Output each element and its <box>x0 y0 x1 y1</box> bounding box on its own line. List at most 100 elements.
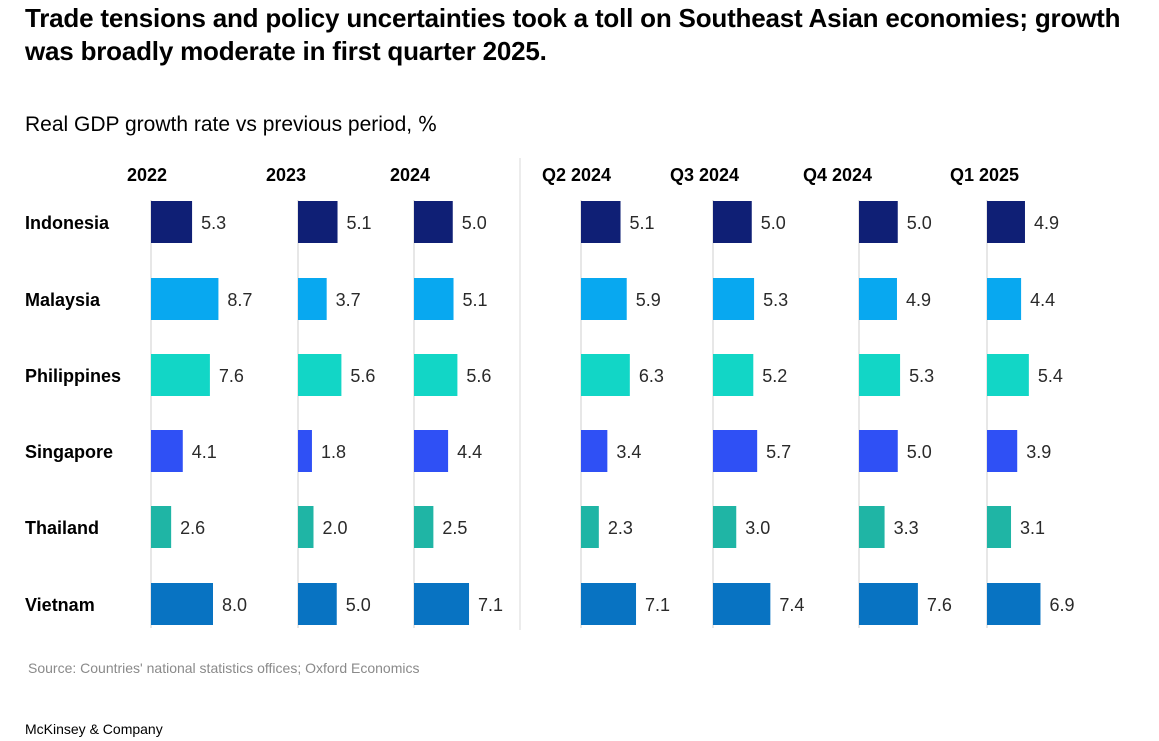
bar-2024-singapore <box>414 430 449 472</box>
value-label-q4-2024-philippines: 5.3 <box>909 366 934 386</box>
value-label-q3-2024-malaysia: 5.3 <box>763 290 788 310</box>
source-note: Source: Countries' national statistics o… <box>28 660 420 676</box>
value-label-2023-singapore: 1.8 <box>321 442 346 462</box>
country-label-philippines: Philippines <box>25 366 121 386</box>
value-label-q4-2024-singapore: 5.0 <box>907 442 932 462</box>
value-label-q2-2024-malaysia: 5.9 <box>636 290 661 310</box>
value-label-2024-vietnam: 7.1 <box>478 595 503 615</box>
bar-2024-malaysia <box>414 278 454 320</box>
value-label-q1-2025-malaysia: 4.4 <box>1030 290 1055 310</box>
bar-q2-2024-indonesia <box>581 201 621 243</box>
value-label-2024-philippines: 5.6 <box>466 366 491 386</box>
value-label-q3-2024-indonesia: 5.0 <box>761 213 786 233</box>
subtitle-unit: % <box>417 112 437 136</box>
bar-2023-philippines <box>298 354 342 396</box>
value-label-q2-2024-vietnam: 7.1 <box>645 595 670 615</box>
value-label-2022-thailand: 2.6 <box>180 518 205 538</box>
gdp-growth-chart: Indonesia Malaysia Philippines Singapore Tha… <box>25 158 1075 630</box>
value-label-q1-2025-philippines: 5.4 <box>1038 366 1063 386</box>
bar-2022-thailand <box>151 506 172 548</box>
bar-q4-2024-thailand <box>859 506 885 548</box>
value-label-q3-2024-philippines: 5.2 <box>762 366 787 386</box>
bar-q3-2024-malaysia <box>713 278 755 320</box>
panel-header-2022: 2022 <box>127 165 167 185</box>
bar-2023-indonesia <box>298 201 338 243</box>
bar-q4-2024-philippines <box>859 354 901 396</box>
bar-q2-2024-philippines <box>581 354 630 396</box>
bar-2022-vietnam <box>151 583 213 625</box>
bar-q2-2024-thailand <box>581 506 599 548</box>
panel-header-q4-2024: Q4 2024 <box>803 165 872 185</box>
bar-2024-vietnam <box>414 583 470 625</box>
bar-q2-2024-vietnam <box>581 583 637 625</box>
bar-2024-philippines <box>414 354 458 396</box>
bar-q3-2024-philippines <box>713 354 754 396</box>
chart-subtitle: Real GDP growth rate vs previous period,… <box>25 110 437 139</box>
bar-q4-2024-malaysia <box>859 278 897 320</box>
country-label-thailand: Thailand <box>25 518 99 538</box>
value-label-q4-2024-malaysia: 4.9 <box>906 290 931 310</box>
bar-q4-2024-indonesia <box>859 201 898 243</box>
value-label-2024-thailand: 2.5 <box>442 518 467 538</box>
value-label-q2-2024-singapore: 3.4 <box>616 442 641 462</box>
bar-q4-2024-vietnam <box>859 583 918 625</box>
value-label-2022-singapore: 4.1 <box>192 442 217 462</box>
value-label-2022-philippines: 7.6 <box>219 366 244 386</box>
value-label-q3-2024-singapore: 5.7 <box>766 442 791 462</box>
value-label-q1-2025-indonesia: 4.9 <box>1034 213 1059 233</box>
value-label-q1-2025-vietnam: 6.9 <box>1049 595 1074 615</box>
bar-q2-2024-singapore <box>581 430 608 472</box>
subtitle-text: Real GDP growth rate vs previous period, <box>25 113 413 136</box>
bar-q3-2024-thailand <box>713 506 737 548</box>
brand-label: McKinsey & Company <box>25 721 163 737</box>
value-label-q4-2024-thailand: 3.3 <box>894 518 919 538</box>
country-label-malaysia: Malaysia <box>25 290 101 310</box>
bar-q2-2024-malaysia <box>581 278 627 320</box>
value-label-q2-2024-philippines: 6.3 <box>639 366 664 386</box>
value-label-q4-2024-indonesia: 5.0 <box>907 213 932 233</box>
bar-q1-2025-philippines <box>987 354 1029 396</box>
bar-q3-2024-singapore <box>713 430 758 472</box>
bar-q3-2024-vietnam <box>713 583 771 625</box>
value-label-2022-vietnam: 8.0 <box>222 595 247 615</box>
chart-title: Trade tensions and policy uncertainties … <box>25 3 1121 66</box>
value-label-2022-malaysia: 8.7 <box>227 290 252 310</box>
value-label-2024-malaysia: 5.1 <box>463 290 488 310</box>
country-label-singapore: Singapore <box>25 442 113 462</box>
bar-q1-2025-malaysia <box>987 278 1022 320</box>
bar-2023-thailand <box>298 506 314 548</box>
value-label-q3-2024-thailand: 3.0 <box>745 518 770 538</box>
bar-2023-malaysia <box>298 278 327 320</box>
bar-q3-2024-indonesia <box>713 201 752 243</box>
value-label-q3-2024-vietnam: 7.4 <box>779 595 804 615</box>
value-label-q2-2024-indonesia: 5.1 <box>630 213 655 233</box>
bar-q1-2025-singapore <box>987 430 1018 472</box>
value-label-2024-singapore: 4.4 <box>457 442 482 462</box>
bar-2024-thailand <box>414 506 434 548</box>
country-label-vietnam: Vietnam <box>25 595 95 615</box>
value-label-2023-vietnam: 5.0 <box>346 595 371 615</box>
panel-header-2023: 2023 <box>266 165 306 185</box>
bar-2022-singapore <box>151 430 183 472</box>
bar-q1-2025-thailand <box>987 506 1012 548</box>
value-label-q4-2024-vietnam: 7.6 <box>927 595 952 615</box>
value-label-2024-indonesia: 5.0 <box>462 213 487 233</box>
value-label-2023-indonesia: 5.1 <box>347 213 372 233</box>
bar-2022-indonesia <box>151 201 193 243</box>
bar-2022-malaysia <box>151 278 219 320</box>
panel-header-q2-2024: Q2 2024 <box>542 165 611 185</box>
bar-2023-vietnam <box>298 583 337 625</box>
value-label-q1-2025-thailand: 3.1 <box>1020 518 1045 538</box>
value-label-2023-malaysia: 3.7 <box>336 290 361 310</box>
panel-header-q1-2025: Q1 2025 <box>950 165 1019 185</box>
value-label-2023-thailand: 2.0 <box>323 518 348 538</box>
bar-2022-philippines <box>151 354 210 396</box>
bar-2024-indonesia <box>414 201 453 243</box>
bar-2023-singapore <box>298 430 312 472</box>
bar-q1-2025-vietnam <box>987 583 1041 625</box>
bar-q1-2025-indonesia <box>987 201 1025 243</box>
bar-q4-2024-singapore <box>859 430 898 472</box>
value-label-q2-2024-thailand: 2.3 <box>608 518 633 538</box>
value-label-q1-2025-singapore: 3.9 <box>1026 442 1051 462</box>
panel-header-2024: 2024 <box>390 165 430 185</box>
